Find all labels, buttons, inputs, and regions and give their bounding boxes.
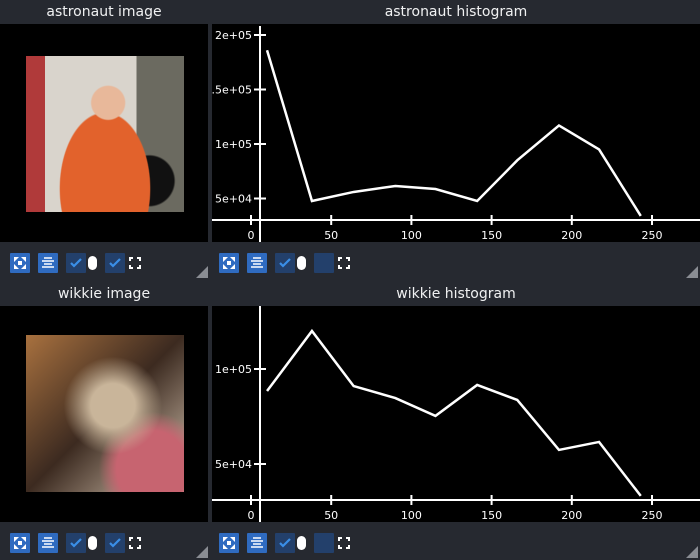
mouse-interaction-checkbox[interactable] [66, 253, 86, 273]
zoom-fit-button[interactable] [10, 533, 30, 553]
mouse-icon [297, 256, 306, 270]
wikkie-histogram-canvas[interactable] [212, 306, 700, 522]
wikkie-image-toolbar [10, 532, 141, 554]
fullscreen-checkbox[interactable] [314, 253, 334, 273]
fullscreen-checkbox[interactable] [105, 253, 125, 273]
astronaut-image-toolbar [10, 252, 141, 274]
mouse-interaction-checkbox[interactable] [66, 533, 86, 553]
mouse-icon [88, 256, 97, 270]
resize-grip[interactable] [686, 546, 698, 558]
fullscreen-icon [338, 534, 350, 553]
resize-grip[interactable] [196, 546, 208, 558]
astronaut-histogram-toolbar [219, 252, 350, 274]
fullscreen-icon [129, 534, 141, 553]
astronaut-histogram-canvas[interactable] [212, 24, 700, 242]
zoom-fit-button[interactable] [219, 533, 239, 553]
mouse-icon [297, 536, 306, 550]
zoom-fit-button[interactable] [219, 253, 239, 273]
mouse-interaction-checkbox[interactable] [275, 533, 295, 553]
wikkie-histogram-toolbar [219, 532, 350, 554]
fullscreen-checkbox[interactable] [314, 533, 334, 553]
astronaut-image-canvas[interactable] [0, 24, 208, 242]
fullscreen-icon [129, 254, 141, 273]
zoom-fit-button[interactable] [10, 253, 30, 273]
align-button[interactable] [38, 533, 58, 553]
align-button[interactable] [247, 533, 267, 553]
wikkie-image-title: wikkie image [57, 286, 151, 302]
astronaut-image [26, 56, 184, 212]
fullscreen-icon [338, 254, 350, 273]
astronaut-histogram-title: astronaut histogram [384, 4, 528, 20]
mouse-interaction-checkbox[interactable] [275, 253, 295, 273]
mouse-icon [88, 536, 97, 550]
resize-grip[interactable] [686, 266, 698, 278]
wikkie-image-canvas[interactable] [0, 306, 208, 522]
fullscreen-checkbox[interactable] [105, 533, 125, 553]
astronaut-image-title: astronaut image [46, 4, 162, 20]
resize-grip[interactable] [196, 266, 208, 278]
align-button[interactable] [247, 253, 267, 273]
align-button[interactable] [38, 253, 58, 273]
wikkie-image [26, 335, 184, 492]
wikkie-histogram-title: wikkie histogram [396, 286, 516, 302]
